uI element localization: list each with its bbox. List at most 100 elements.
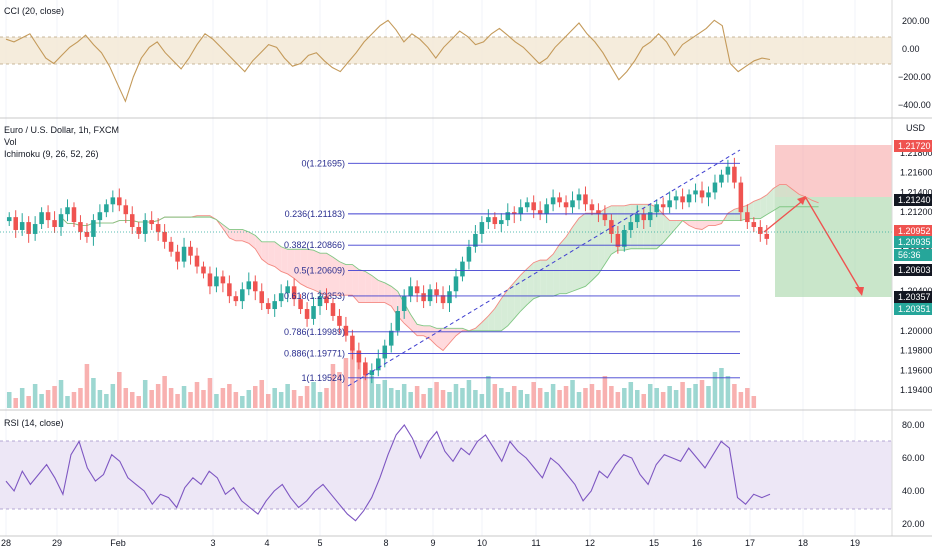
cloud-segment: [320, 253, 327, 296]
volume-bar: [589, 384, 595, 408]
cloud-segment: [760, 194, 767, 219]
volume-bar: [110, 384, 116, 408]
volume-bar: [654, 388, 659, 408]
cloud-segment: [766, 188, 774, 215]
cloud-segment: [708, 220, 715, 226]
cloud-segment: [598, 208, 605, 274]
volume-bar: [97, 390, 103, 408]
volume-bar: [117, 372, 122, 408]
volume-bar: [330, 364, 336, 408]
cci-band: [0, 37, 892, 64]
volume-bar: [136, 396, 141, 408]
volume-bar: [492, 384, 498, 408]
cloud-segment: [663, 214, 670, 243]
candle-body: [628, 222, 634, 230]
volume-bar: [602, 376, 608, 408]
candle-body: [188, 246, 193, 256]
cloud-segment: [274, 241, 282, 272]
candle-body: [725, 166, 731, 175]
cloud-segment: [300, 249, 308, 288]
volume-bar: [738, 392, 744, 408]
cloud-segment: [287, 249, 295, 279]
volume-bar: [129, 392, 135, 408]
candle-body: [78, 222, 83, 232]
candle-body: [511, 212, 517, 215]
candle-body: [175, 251, 180, 262]
candle-body: [589, 204, 595, 211]
volume-bar: [207, 378, 213, 408]
candle-body: [58, 214, 64, 228]
candle-body: [699, 190, 705, 198]
x-tick-label: 18: [798, 538, 808, 548]
volume-bar: [388, 388, 394, 408]
cloud-segment: [313, 250, 321, 293]
candle-body: [524, 202, 530, 208]
candlesticks: [6, 157, 770, 384]
volume-bar: [142, 380, 148, 408]
volume-bar: [291, 390, 297, 408]
candle-body: [382, 345, 388, 359]
price-tick-label: 1.19800: [900, 346, 932, 356]
candle-body: [227, 283, 232, 297]
candle-body: [596, 210, 601, 215]
volume-bar: [615, 392, 621, 408]
volume-bar: [188, 392, 193, 408]
volume-bar: [45, 390, 51, 408]
candle-body: [615, 233, 621, 247]
candle-body: [706, 192, 711, 198]
candle-body: [168, 241, 174, 252]
volume-bar: [440, 390, 446, 408]
candle-body: [291, 286, 297, 300]
cci-title: CCI (20, close): [4, 6, 64, 16]
price-tick-label: 1.21400: [900, 187, 932, 197]
candle-body: [317, 296, 323, 307]
volume-bars: [6, 348, 757, 408]
volume-bar: [563, 386, 569, 408]
candle-body: [647, 212, 653, 221]
volume-bar: [466, 380, 472, 408]
volume-bar: [693, 384, 698, 408]
cloud-segment: [332, 257, 340, 296]
volume-bar: [369, 376, 375, 408]
volume-bar: [576, 392, 582, 408]
projection-arrow: [763, 196, 863, 294]
candle-body: [123, 205, 129, 215]
volume-bar: [149, 390, 154, 408]
candle-body: [544, 204, 549, 215]
cci-tick: 200.00: [902, 16, 930, 26]
cloud-segment: [533, 260, 541, 299]
candle-body: [343, 325, 349, 336]
candle-body: [207, 273, 213, 287]
cloud-segment: [488, 308, 495, 331]
candle-body: [65, 207, 70, 215]
cloud-segment: [786, 184, 793, 207]
rsi-tick: 60.00: [902, 453, 925, 463]
volume-bar: [719, 368, 724, 408]
candle-body: [486, 217, 491, 223]
volume-bar: [227, 384, 232, 408]
price-tag: 1.20603: [898, 265, 931, 275]
volume-bar: [155, 384, 161, 408]
volume-bar: [421, 394, 426, 408]
volume-bar: [84, 364, 90, 408]
candle-body: [278, 293, 284, 302]
volume-bar: [162, 376, 167, 408]
candle-body: [745, 212, 750, 223]
x-tick-label: 17: [745, 538, 755, 548]
cloud-segment: [294, 249, 301, 284]
candle-body: [447, 291, 452, 304]
price-tag: 1.20952: [898, 226, 931, 236]
candle-body: [265, 303, 271, 310]
x-tick-label: 15: [649, 538, 659, 548]
main-panel: 0(1.21695) 0.236(1.21183) 0.382(1.20866) 0.…: [0, 118, 932, 410]
cloud-segment: [527, 262, 534, 305]
cloud-segment: [255, 235, 262, 260]
x-tick-label: 11: [531, 538, 540, 548]
volume-bar: [745, 388, 750, 408]
volume-bar: [395, 390, 400, 408]
volume-bar: [104, 394, 109, 408]
x-tick-label: 4: [264, 538, 269, 548]
volume-bar: [447, 392, 452, 408]
fib-level-label: 0.5(1.20609): [294, 266, 345, 276]
volume-bar: [699, 380, 705, 408]
